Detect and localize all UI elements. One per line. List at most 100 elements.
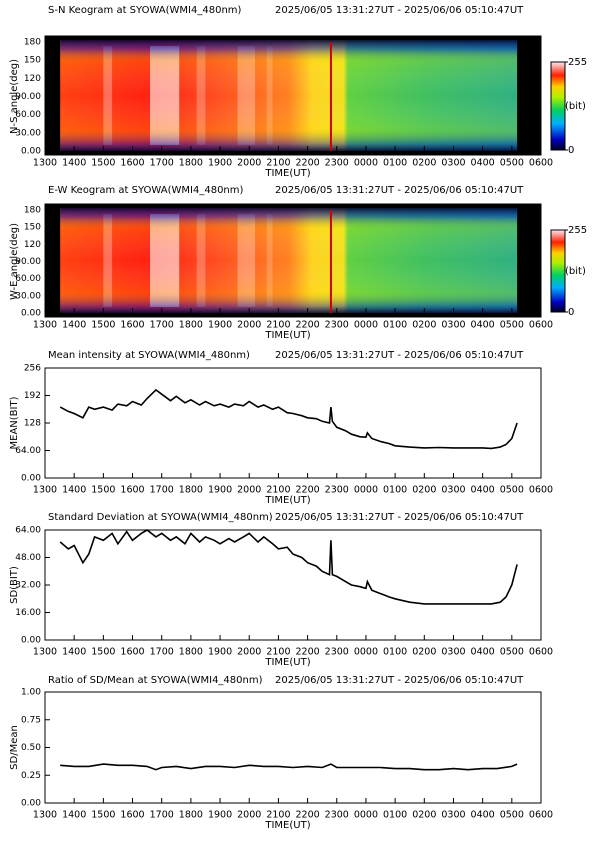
x-tick-label: 2000 — [237, 158, 261, 169]
y-tick-label: 30.00 — [15, 291, 41, 301]
panel-title: Ratio of SD/Mean at SYOWA(WMI4_480nm) — [48, 675, 263, 686]
x-tick-label: 1700 — [150, 485, 174, 496]
x-tick-label: 1900 — [208, 647, 232, 658]
x-tick-label: 1600 — [120, 485, 144, 496]
panel-title: S-N Keogram at SYOWA(WMI4_480nm) — [48, 5, 242, 16]
colorbar — [550, 229, 566, 313]
x-tick-label: 0000 — [354, 647, 378, 658]
x-axis-label: TIME(UT) — [264, 820, 310, 831]
y-axis-label: N-S angle(deg) — [9, 59, 20, 134]
x-tick-label: 0500 — [500, 810, 524, 821]
y-axis-label: MEAN(BIT) — [9, 396, 20, 449]
x-tick-label: 1600 — [120, 158, 144, 169]
plot-frame — [44, 529, 542, 641]
x-tick-label: 1500 — [91, 158, 115, 169]
y-tick-label: 180 — [24, 38, 41, 48]
line-series — [60, 763, 518, 771]
y-tick-label: 90.00 — [15, 92, 41, 102]
y-tick-label: 30.00 — [15, 128, 41, 138]
x-tick-label: 0400 — [471, 485, 495, 496]
plot-frame — [44, 35, 542, 156]
x-tick-label: 2300 — [325, 320, 349, 331]
y-tick-label: 0.00 — [21, 636, 41, 646]
y-tick-label: 32.00 — [15, 581, 41, 591]
line-series — [59, 529, 518, 605]
x-tick-label: 0000 — [354, 485, 378, 496]
x-tick-label: 0200 — [412, 158, 436, 169]
y-tick-label: 0.50 — [21, 743, 41, 753]
y-tick-label: 120 — [24, 74, 41, 84]
y-axis-label: W-E angle(deg) — [9, 223, 20, 300]
x-tick-label: 1500 — [91, 810, 115, 821]
x-tick-label: 2100 — [266, 320, 290, 331]
x-tick-label: 0200 — [412, 810, 436, 821]
colorbar-tick-label: 255 — [568, 57, 587, 68]
x-tick-label: 0600 — [529, 485, 553, 496]
panel-subtitle: 2025/06/05 13:31:27UT - 2025/06/06 05:10… — [275, 350, 524, 361]
y-tick-label: 0.75 — [21, 715, 41, 725]
x-tick-label: 2100 — [266, 810, 290, 821]
x-tick-label: 1500 — [91, 485, 115, 496]
x-tick-label: 0500 — [500, 320, 524, 331]
y-tick-label: 48.00 — [15, 553, 41, 563]
x-tick-label: 1700 — [150, 647, 174, 658]
keogram-shade — [60, 208, 518, 313]
y-tick-label: 256 — [24, 364, 41, 374]
x-tick-label: 0500 — [500, 647, 524, 658]
x-tick-label: 2000 — [237, 647, 261, 658]
x-tick-label: 1300 — [33, 320, 57, 331]
colorbar-tick-label: 0 — [568, 145, 574, 156]
x-tick-label: 0300 — [441, 320, 465, 331]
keogram-shade — [60, 40, 518, 151]
x-tick-label: 0200 — [412, 320, 436, 331]
x-tick-label: 1300 — [33, 810, 57, 821]
x-tick-label: 0500 — [500, 158, 524, 169]
x-tick-label: 0300 — [441, 810, 465, 821]
y-axis-label: SD/Mean — [9, 725, 20, 770]
x-tick-label: 1400 — [62, 158, 86, 169]
x-tick-label: 2300 — [325, 485, 349, 496]
x-tick-label: 1800 — [179, 485, 203, 496]
x-tick-label: 0600 — [529, 320, 553, 331]
x-tick-label: 1900 — [208, 320, 232, 331]
x-tick-label: 0000 — [354, 320, 378, 331]
x-tick-label: 0000 — [354, 158, 378, 169]
x-tick-label: 1600 — [120, 320, 144, 331]
y-tick-label: 192 — [24, 391, 41, 401]
line-series — [59, 388, 518, 450]
x-tick-label: 1300 — [33, 485, 57, 496]
plot-frame — [44, 691, 542, 804]
y-tick-label: 0.00 — [21, 799, 41, 809]
x-tick-label: 0100 — [383, 810, 407, 821]
x-axis-label: TIME(UT) — [264, 168, 310, 179]
x-tick-label: 2200 — [295, 158, 319, 169]
x-tick-label: 1800 — [179, 810, 203, 821]
panel-subtitle: 2025/06/05 13:31:27UT - 2025/06/06 05:10… — [275, 185, 524, 196]
x-tick-label: 1700 — [150, 810, 174, 821]
y-tick-label: 1.00 — [21, 688, 41, 698]
x-tick-label: 0200 — [412, 647, 436, 658]
y-tick-label: 128 — [24, 419, 41, 429]
x-tick-label: 2300 — [325, 158, 349, 169]
x-tick-label: 1900 — [208, 485, 232, 496]
panel-title: Mean intensity at SYOWA(WMI4_480nm) — [48, 350, 250, 361]
colorbar — [550, 61, 566, 151]
colorbar-label: (bit) — [565, 266, 586, 277]
x-tick-label: 0100 — [383, 320, 407, 331]
y-tick-label: 90.00 — [15, 257, 41, 267]
colorbar-label: (bit) — [565, 101, 586, 112]
panel-title: E-W Keogram at SYOWA(WMI4_480nm) — [48, 185, 244, 196]
y-tick-label: 0.00 — [21, 309, 41, 319]
x-tick-label: 0400 — [471, 320, 495, 331]
x-tick-label: 1700 — [150, 320, 174, 331]
panel-title: Standard Deviation at SYOWA(WMI4_480nm) — [48, 512, 273, 523]
x-tick-label: 0400 — [471, 647, 495, 658]
x-tick-label: 1300 — [33, 647, 57, 658]
x-tick-label: 2200 — [295, 320, 319, 331]
x-tick-label: 1300 — [33, 158, 57, 169]
panel-subtitle: 2025/06/05 13:31:27UT - 2025/06/06 05:10… — [275, 512, 524, 523]
x-tick-label: 2200 — [295, 810, 319, 821]
y-tick-label: 0.00 — [21, 474, 41, 484]
x-tick-label: 1700 — [150, 158, 174, 169]
